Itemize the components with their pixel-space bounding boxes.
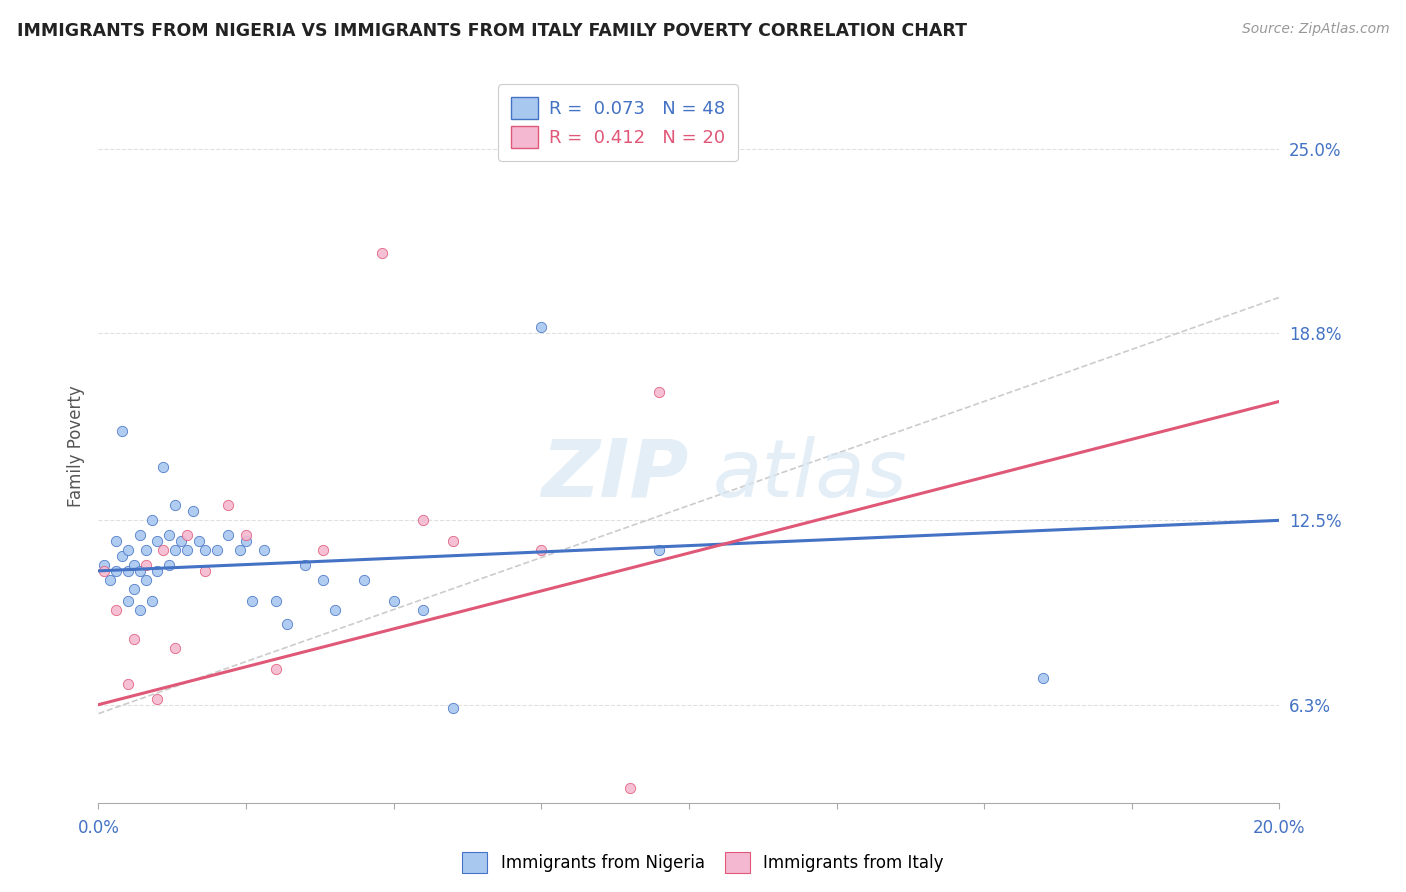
Point <box>111 549 134 563</box>
Point <box>165 543 187 558</box>
Text: atlas: atlas <box>713 435 907 514</box>
Point <box>181 504 204 518</box>
Point <box>194 543 217 558</box>
Point <box>117 677 139 691</box>
Point <box>176 528 198 542</box>
Point <box>412 602 434 616</box>
Point <box>157 558 180 572</box>
Point <box>217 499 239 513</box>
Point <box>371 245 394 260</box>
Point <box>187 534 209 549</box>
Point <box>141 593 163 607</box>
Text: ZIP: ZIP <box>541 435 689 514</box>
Point <box>1032 671 1054 685</box>
Point <box>117 593 139 607</box>
Point <box>312 573 335 587</box>
Point <box>194 564 217 578</box>
Point <box>157 528 180 542</box>
Point <box>152 459 174 474</box>
Point <box>253 543 276 558</box>
Point <box>235 528 257 542</box>
Text: IMMIGRANTS FROM NIGERIA VS IMMIGRANTS FROM ITALY FAMILY POVERTY CORRELATION CHAR: IMMIGRANTS FROM NIGERIA VS IMMIGRANTS FR… <box>17 22 967 40</box>
Point <box>530 543 553 558</box>
Point <box>353 573 375 587</box>
Point <box>165 641 187 656</box>
Point <box>117 543 139 558</box>
Point <box>264 662 287 676</box>
Point <box>648 543 671 558</box>
Point <box>111 424 134 438</box>
Y-axis label: Family Poverty: Family Poverty <box>66 385 84 507</box>
Point <box>648 385 671 400</box>
Text: 0.0%: 0.0% <box>77 820 120 838</box>
Point <box>312 543 335 558</box>
Point <box>235 534 257 549</box>
Point <box>105 534 128 549</box>
Point <box>128 528 150 542</box>
Point <box>93 558 115 572</box>
Point <box>146 564 169 578</box>
Point <box>382 593 405 607</box>
Point <box>135 573 157 587</box>
Point <box>135 543 157 558</box>
Point <box>122 582 145 596</box>
Point <box>217 528 239 542</box>
Point <box>441 534 464 549</box>
Point <box>128 602 150 616</box>
Point <box>146 534 169 549</box>
Point <box>205 543 228 558</box>
Point <box>117 564 139 578</box>
Legend: R =  0.073   N = 48, R =  0.412   N = 20: R = 0.073 N = 48, R = 0.412 N = 20 <box>498 84 738 161</box>
Point <box>105 564 128 578</box>
Point <box>530 320 553 334</box>
Point <box>152 543 174 558</box>
Point <box>264 593 287 607</box>
Point <box>619 780 641 795</box>
Point <box>170 534 193 549</box>
Point <box>165 499 187 513</box>
Point <box>276 617 298 632</box>
Legend: Immigrants from Nigeria, Immigrants from Italy: Immigrants from Nigeria, Immigrants from… <box>456 846 950 880</box>
Point <box>441 700 464 714</box>
Point <box>176 543 198 558</box>
Point <box>122 632 145 647</box>
Point <box>240 593 263 607</box>
Point <box>122 558 145 572</box>
Point <box>146 691 169 706</box>
Point <box>135 558 157 572</box>
Point <box>98 573 121 587</box>
Text: 20.0%: 20.0% <box>1253 820 1306 838</box>
Point <box>128 564 150 578</box>
Point <box>229 543 252 558</box>
Point <box>105 602 128 616</box>
Point <box>323 602 346 616</box>
Point <box>141 513 163 527</box>
Point <box>294 558 316 572</box>
Text: Source: ZipAtlas.com: Source: ZipAtlas.com <box>1241 22 1389 37</box>
Point <box>93 564 115 578</box>
Point <box>412 513 434 527</box>
